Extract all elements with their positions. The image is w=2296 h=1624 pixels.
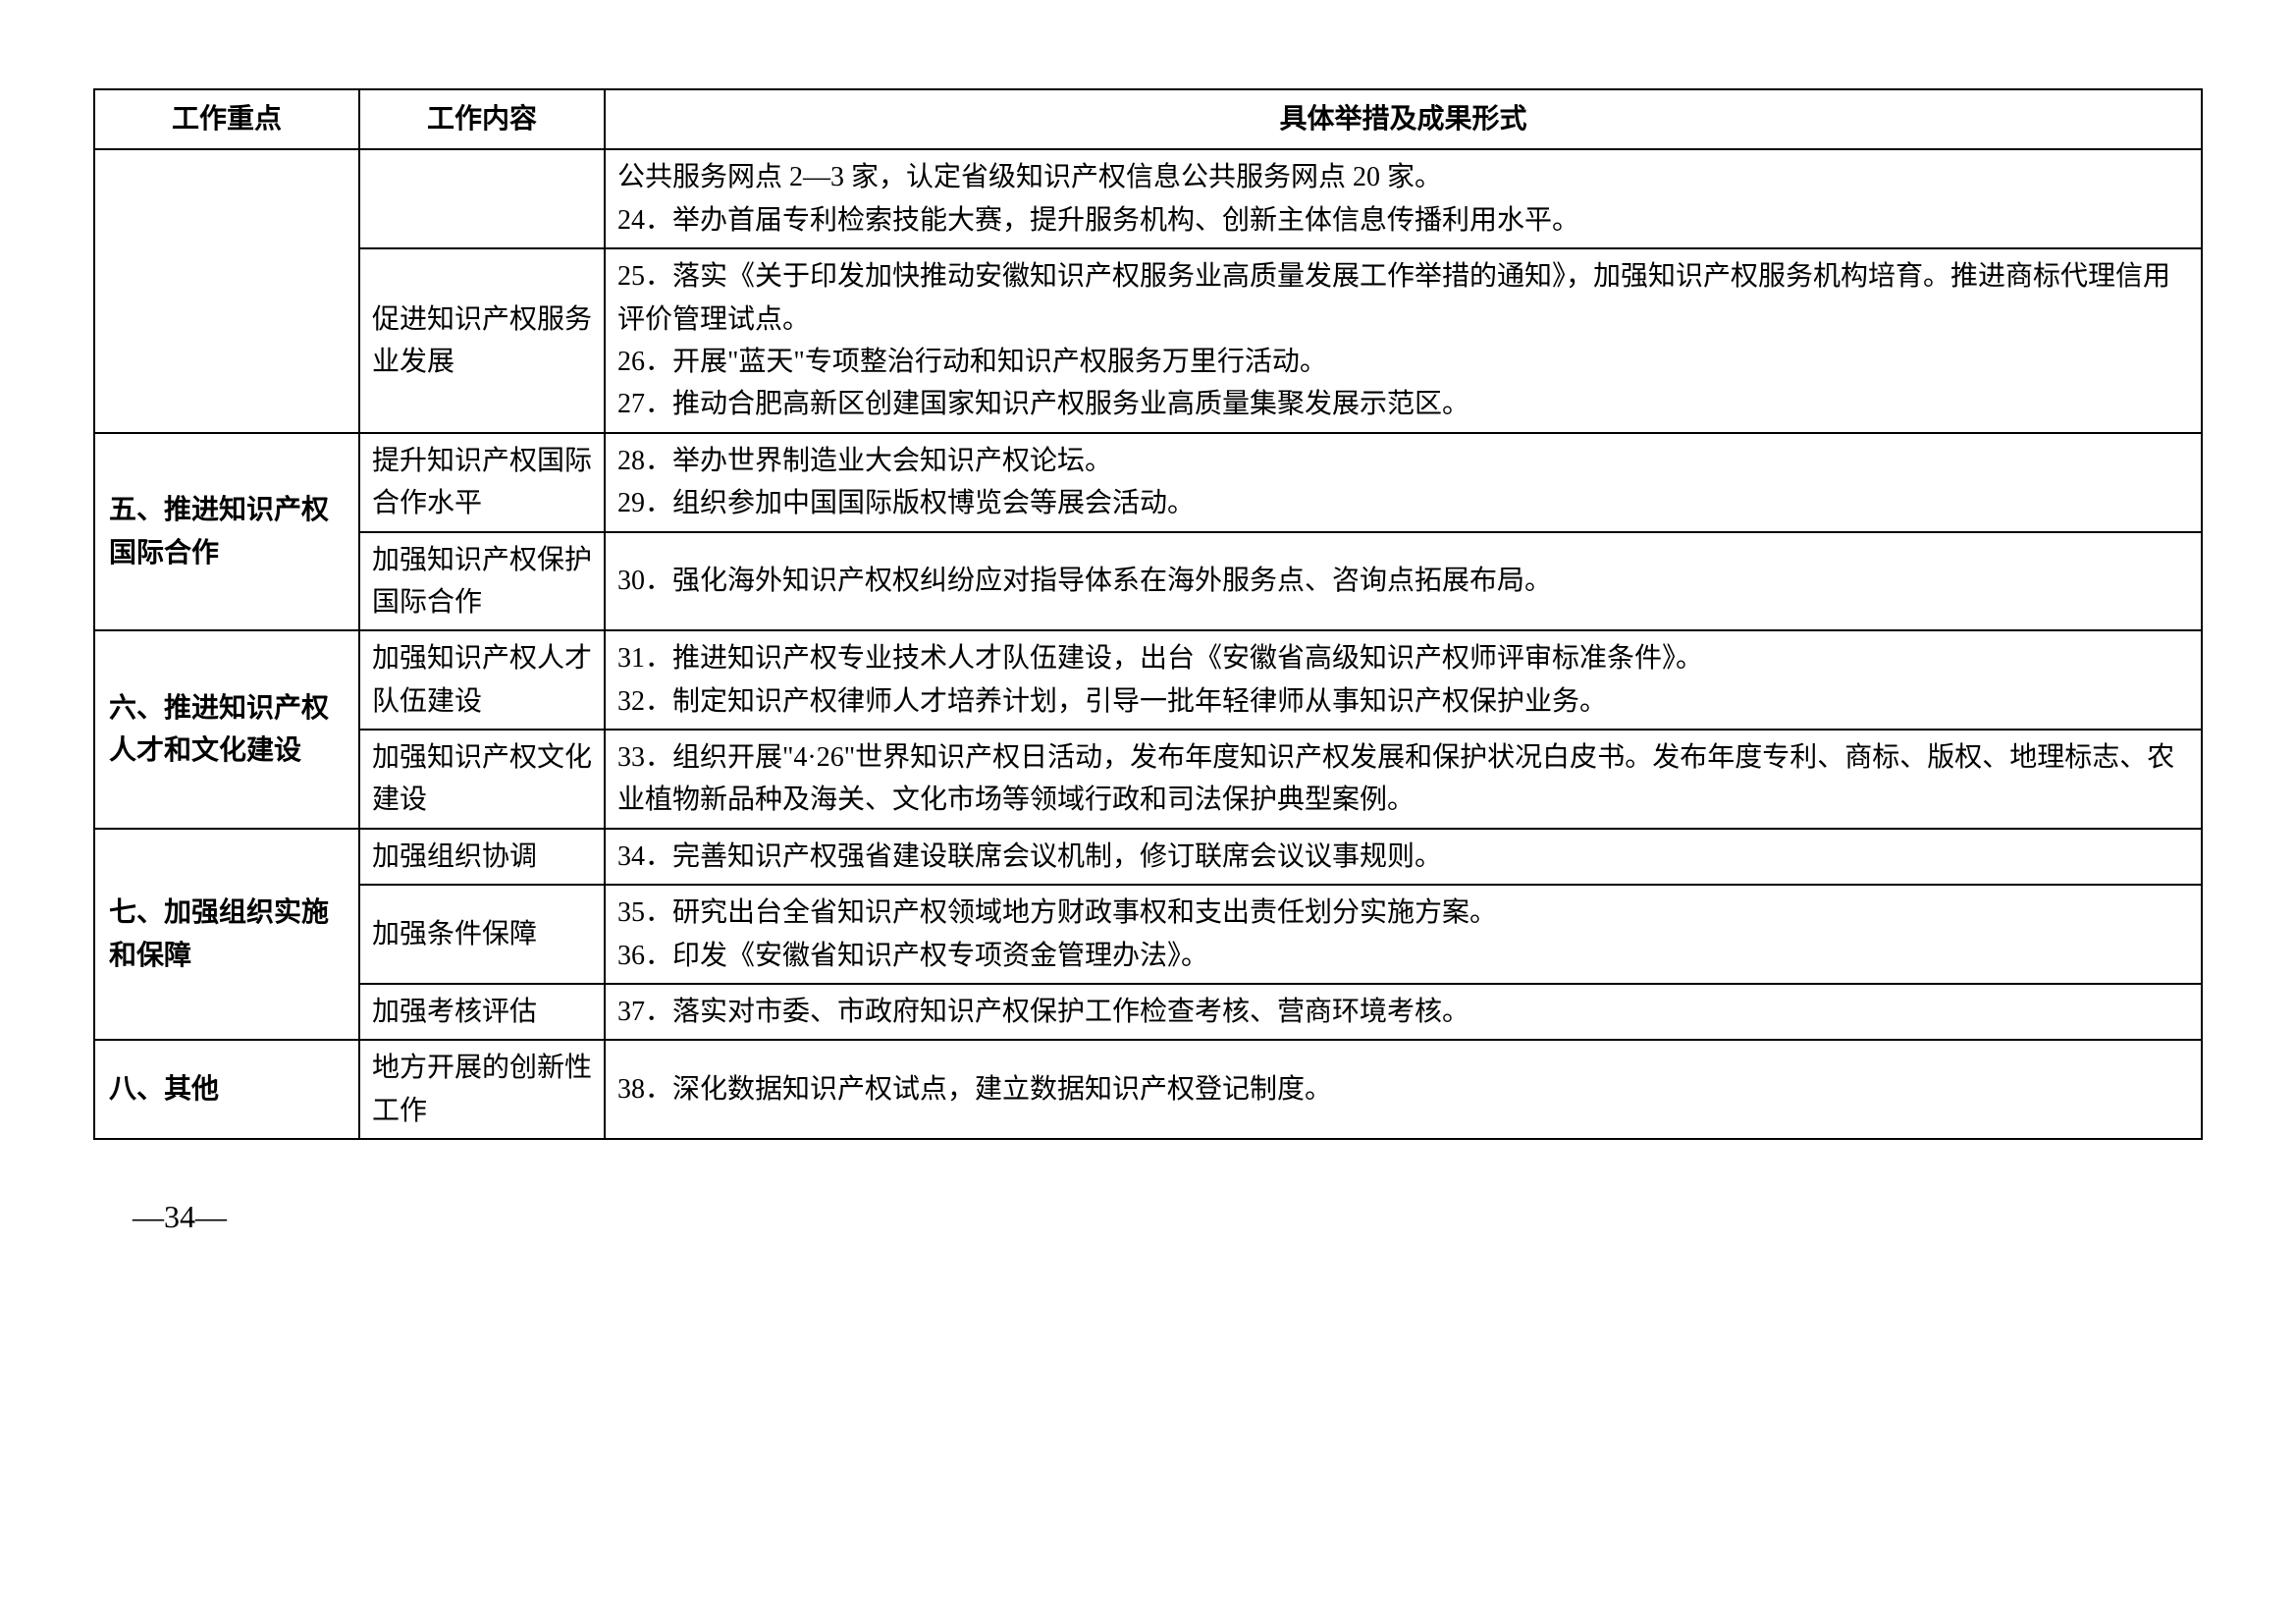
cell-focus: 八、其他 (94, 1040, 359, 1139)
cell-measures: 33．组织开展"4·26"世界知识产权日活动，发布年度知识产权发展和保护状况白皮… (605, 730, 2202, 829)
cell-content: 促进知识产权服务业发展 (359, 248, 605, 433)
cell-measures: 公共服务网点 2—3 家，认定省级知识产权信息公共服务网点 20 家。24．举办… (605, 149, 2202, 248)
cell-measures: 38．深化数据知识产权试点，建立数据知识产权登记制度。 (605, 1040, 2202, 1139)
cell-measures: 30．强化海外知识产权权纠纷应对指导体系在海外服务点、咨询点拓展布局。 (605, 532, 2202, 631)
cell-content: 加强知识产权文化建设 (359, 730, 605, 829)
table-row: 促进知识产权服务业发展25．落实《关于印发加快推动安徽知识产权服务业高质量发展工… (94, 248, 2202, 433)
cell-focus: 七、加强组织实施和保障 (94, 829, 359, 1041)
cell-measures: 37．落实对市委、市政府知识产权保护工作检查考核、营商环境考核。 (605, 984, 2202, 1040)
cell-content (359, 149, 605, 248)
table-row: 七、加强组织实施和保障加强组织协调34．完善知识产权强省建设联席会议机制，修订联… (94, 829, 2202, 885)
header-measures: 具体举措及成果形式 (605, 89, 2202, 149)
cell-content: 加强知识产权保护国际合作 (359, 532, 605, 631)
cell-content: 加强考核评估 (359, 984, 605, 1040)
cell-focus (94, 149, 359, 432)
cell-measures: 35．研究出台全省知识产权领域地方财政事权和支出责任划分实施方案。36．印发《安… (605, 885, 2202, 984)
header-focus: 工作重点 (94, 89, 359, 149)
cell-content: 加强条件保障 (359, 885, 605, 984)
cell-measures: 31．推进知识产权专业技术人才队伍建设，出台《安徽省高级知识产权师评审标准条件》… (605, 630, 2202, 730)
work-plan-table: 工作重点 工作内容 具体举措及成果形式 公共服务网点 2—3 家，认定省级知识产… (93, 88, 2203, 1140)
header-content: 工作内容 (359, 89, 605, 149)
table-row: 八、其他地方开展的创新性工作38．深化数据知识产权试点，建立数据知识产权登记制度… (94, 1040, 2202, 1139)
table-row: 加强考核评估37．落实对市委、市政府知识产权保护工作检查考核、营商环境考核。 (94, 984, 2202, 1040)
cell-content: 加强知识产权人才队伍建设 (359, 630, 605, 730)
cell-content: 加强组织协调 (359, 829, 605, 885)
table-row: 加强知识产权保护国际合作30．强化海外知识产权权纠纷应对指导体系在海外服务点、咨… (94, 532, 2202, 631)
cell-focus: 六、推进知识产权人才和文化建设 (94, 630, 359, 829)
table-row: 五、推进知识产权国际合作提升知识产权国际合作水平28．举办世界制造业大会知识产权… (94, 433, 2202, 532)
table-row: 加强条件保障35．研究出台全省知识产权领域地方财政事权和支出责任划分实施方案。3… (94, 885, 2202, 984)
cell-measures: 34．完善知识产权强省建设联席会议机制，修订联席会议议事规则。 (605, 829, 2202, 885)
table-row: 六、推进知识产权人才和文化建设加强知识产权人才队伍建设31．推进知识产权专业技术… (94, 630, 2202, 730)
cell-content: 提升知识产权国际合作水平 (359, 433, 605, 532)
table-row: 公共服务网点 2—3 家，认定省级知识产权信息公共服务网点 20 家。24．举办… (94, 149, 2202, 248)
cell-measures: 25．落实《关于印发加快推动安徽知识产权服务业高质量发展工作举措的通知》，加强知… (605, 248, 2202, 433)
cell-content: 地方开展的创新性工作 (359, 1040, 605, 1139)
cell-measures: 28．举办世界制造业大会知识产权论坛。29．组织参加中国国际版权博览会等展会活动… (605, 433, 2202, 532)
page-number: —34— (133, 1199, 2203, 1235)
cell-focus: 五、推进知识产权国际合作 (94, 433, 359, 631)
table-header-row: 工作重点 工作内容 具体举措及成果形式 (94, 89, 2202, 149)
table-row: 加强知识产权文化建设33．组织开展"4·26"世界知识产权日活动，发布年度知识产… (94, 730, 2202, 829)
